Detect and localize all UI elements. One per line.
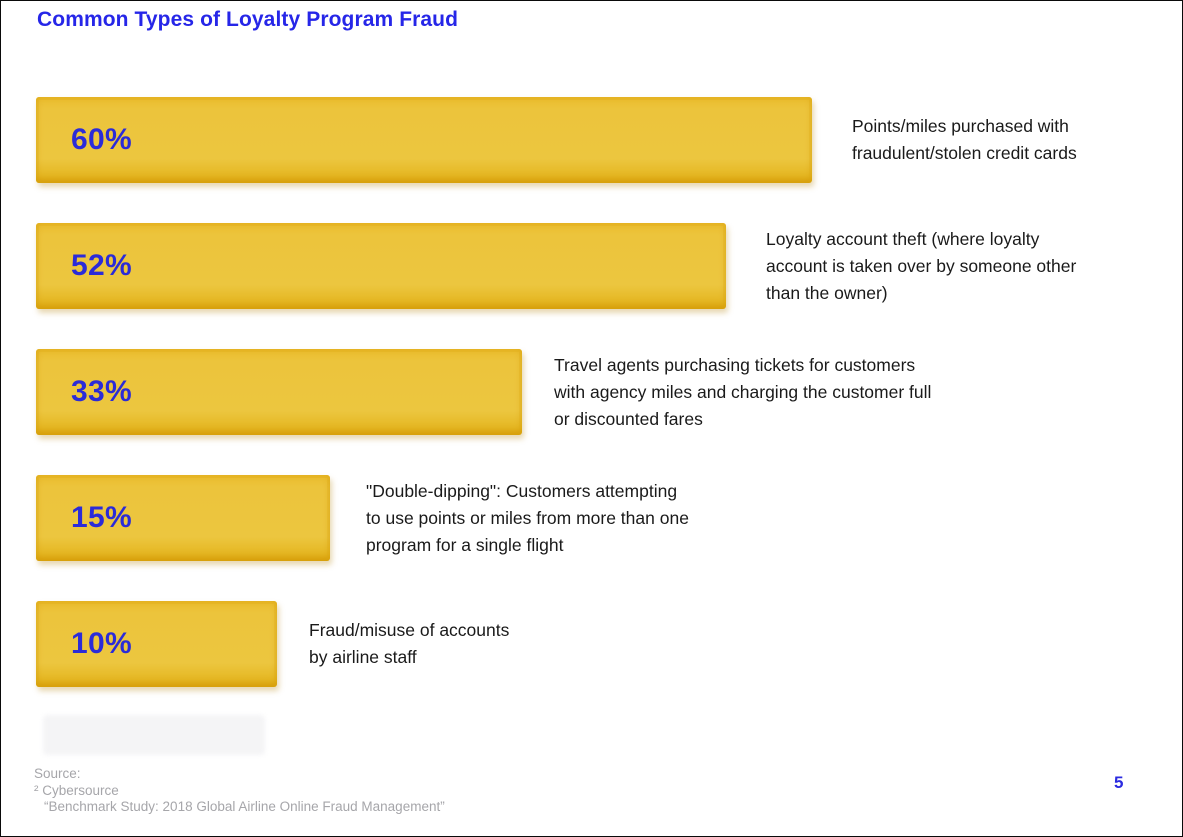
bar-description: "Double-dipping": Customers attempting t…	[366, 478, 689, 559]
page-title: Common Types of Loyalty Program Fraud	[37, 8, 459, 31]
bar-chart: 60% Points/miles purchased with fraudule…	[36, 97, 1077, 687]
bar-row: 15% "Double-dipping": Customers attempti…	[36, 475, 1077, 561]
source-label: Source:	[34, 766, 81, 781]
bar-row: 60% Points/miles purchased with fraudule…	[36, 97, 1077, 183]
bar-description: Points/miles purchased with fraudulent/s…	[852, 113, 1077, 167]
value-bar: 33%	[36, 349, 522, 435]
bar-description: Fraud/misuse of accounts by airline staf…	[309, 617, 509, 671]
source-block: Source: ² Cybersource “Benchmark Study: …	[34, 766, 445, 816]
bar-description: Travel agents purchasing tickets for cus…	[554, 352, 931, 433]
source-name: ² Cybersource	[34, 782, 119, 798]
source-study: “Benchmark Study: 2018 Global Airline On…	[44, 799, 445, 814]
description-line: Travel agents purchasing tickets for cus…	[554, 354, 916, 375]
page-number: 5	[1114, 773, 1124, 792]
description-line: "Double-dipping": Customers attempting	[366, 480, 678, 501]
value-bar: 10%	[36, 601, 277, 687]
bar-row: 52% Loyalty account theft (where loyalty…	[36, 223, 1077, 309]
description-line: program for a single flight	[366, 534, 564, 555]
description-line: Points/miles purchased with	[852, 116, 1069, 136]
value-bar: 52%	[36, 223, 726, 309]
description-line: than the owner)	[766, 282, 888, 303]
percent-label: 15%	[71, 501, 132, 534]
value-bar: 15%	[36, 475, 330, 561]
bar-row: 33% Travel agents purchasing tickets for…	[36, 349, 1077, 435]
description-line: with agency miles and charging the custo…	[554, 381, 932, 402]
percent-label: 60%	[71, 123, 132, 156]
bar-row: 10% Fraud/misuse of accounts by airline …	[36, 601, 1077, 687]
percent-label: 10%	[71, 627, 132, 660]
description-line: by airline staff	[309, 647, 417, 667]
faded-bar-ghost	[43, 715, 265, 755]
percent-label: 33%	[71, 375, 132, 408]
description-line: account is taken over by someone other	[766, 255, 1077, 276]
description-line: fraudulent/stolen credit cards	[852, 143, 1077, 163]
description-line: to use points or miles from more than on…	[366, 507, 689, 528]
description-line: or discounted fares	[554, 408, 703, 429]
percent-label: 52%	[71, 249, 132, 282]
value-bar: 60%	[36, 97, 812, 183]
description-line: Fraud/misuse of accounts	[309, 620, 510, 640]
description-line: Loyalty account theft (where loyalty	[766, 228, 1040, 249]
bar-description: Loyalty account theft (where loyalty acc…	[766, 226, 1076, 307]
